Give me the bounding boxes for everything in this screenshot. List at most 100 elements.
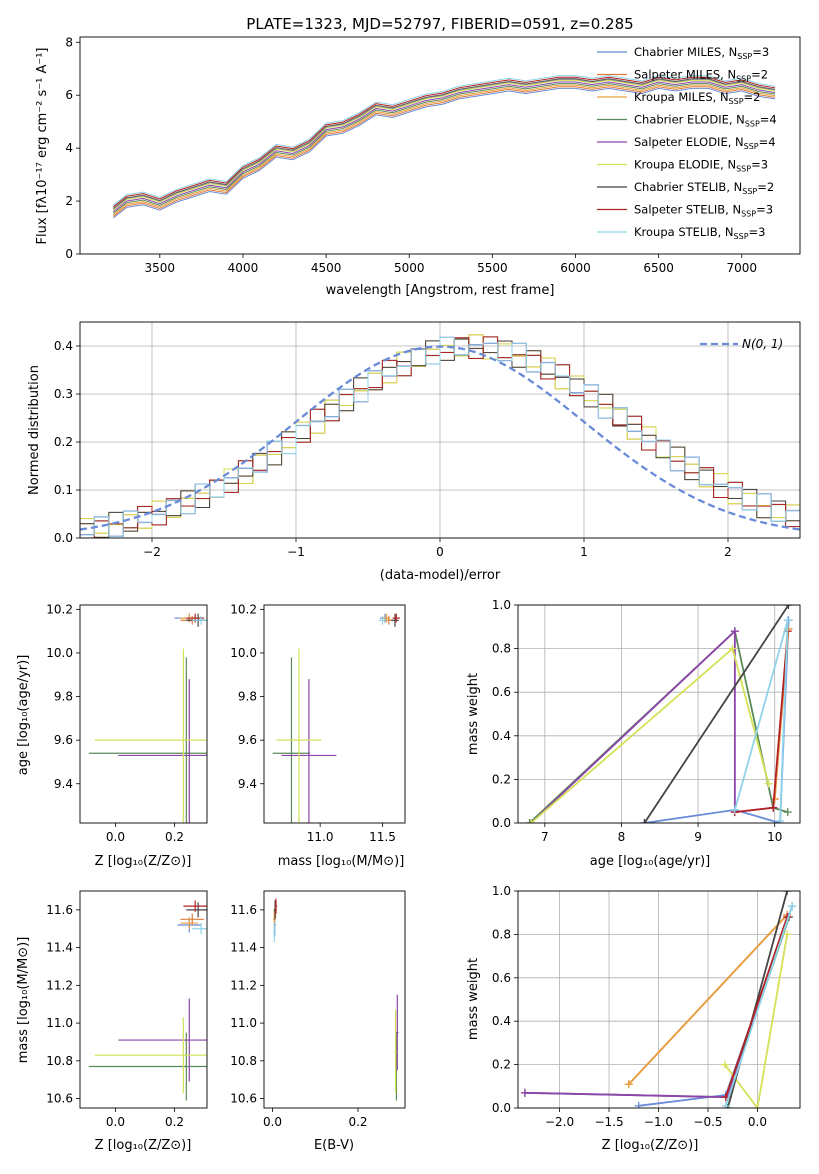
y-tick-label: 8 [65,35,73,49]
spectrum-ylabel: Flux [fλ10⁻¹⁷ erg cm⁻² s⁻¹ A⁻¹] [35,48,50,245]
residuals-xlabel: (data-model)/error [380,568,501,583]
x-tick-label: −2.0 [545,1115,574,1129]
legend-label-sub: SSP [729,97,744,106]
mass-weight-vs-Z-plot-area [520,891,797,1108]
axes-frame [517,604,801,824]
legend-label-count: =3 [749,225,766,239]
legend-label-text: Salpeter MILES, N [634,68,736,82]
model-spectrum-line [112,75,776,206]
y-tick-label: 0.2 [54,435,73,449]
legend-label-sub: SSP [736,75,751,84]
legend-label-text: Chabrier ELODIE, N [634,113,745,127]
x-tick-label: 10 [767,830,782,844]
model-spectrum-line [112,79,776,211]
legend-label-count: =2 [757,180,774,194]
y-tick-label: 10.6 [230,1092,257,1106]
y-tick-label: 11.6 [230,903,257,917]
y-tick-label: 0.0 [492,1101,511,1115]
mass-z-xlabel: Z [log₁₀(Z/Z⊙)] [95,1138,192,1153]
y-tick-label: 0.6 [492,971,511,985]
spectrum-xlabel: wavelength [Angstrom, rest frame] [326,283,555,298]
x-tick-label: 6500 [643,261,674,275]
x-tick-label: 0.0 [106,830,125,844]
mw-age-xlabel: age [log₁₀(age/yr)] [590,854,711,869]
legend-label-text: Kroupa MILES, N [634,90,729,104]
x-tick-label: 0.2 [165,1115,184,1129]
mass-weight-vs-age-plot-area [525,605,793,823]
legend-label-count: =2 [744,90,761,104]
y-tick-label: 9.4 [238,777,257,791]
x-tick-label: 11.5 [369,830,396,844]
axes-frame [79,604,208,824]
x-tick-label: 0.0 [748,1115,767,1129]
y-tick-label: 0.6 [492,685,511,699]
y-tick-label: 0.2 [492,1058,511,1072]
x-tick-label: −1.0 [644,1115,673,1129]
legend-label-count: =4 [760,113,777,127]
mass-ebv-xlabel: E(B-V) [314,1138,354,1153]
legend-label: Kroupa MILES, NSSP=2 [634,90,760,106]
legend-label-text: Salpeter ELODIE, N [634,135,744,149]
model-spectrum-line [112,87,776,219]
model-spectrum-line [112,83,776,214]
mass-weight-line [528,629,788,823]
y-tick-label: 10.0 [46,646,73,660]
y-tick-label: 0 [65,247,73,261]
spectrum-title: PLATE=1323, MJD=52797, FIBERID=0591, z=0… [246,15,633,33]
axes-frame [79,890,208,1109]
legend-label: Salpeter MILES, NSSP=2 [634,68,768,84]
legend-label-count: =3 [756,203,773,217]
age-z-ylabel: age [log₁₀(age/yr)] [16,655,31,776]
legend-label-count: =3 [752,45,769,59]
legend-label-sub: SSP [741,210,756,219]
x-tick-label: 0.0 [263,1115,282,1129]
x-tick-label: 2 [724,545,732,559]
y-tick-label: 9.6 [238,733,257,747]
legend-label: Salpeter STELIB, NSSP=3 [634,203,773,219]
axes-frame [263,604,406,824]
mass-vs-Z-plot-area [88,900,207,1101]
x-tick-label: 0 [436,545,444,559]
y-tick-label: 0.8 [492,642,511,656]
mass-weight-line [524,916,789,1099]
y-tick-label: 2 [65,194,73,208]
x-tick-label: 7 [541,830,549,844]
x-tick-label: 6000 [560,261,591,275]
spectrum-plot-area [112,75,776,219]
legend-label-text: Kroupa ELODIE, N [634,158,736,172]
y-tick-label: 11.0 [230,1016,257,1030]
legend-label-sub: SSP [742,187,757,196]
x-tick-label: 4500 [311,261,342,275]
x-tick-label: 5500 [477,261,508,275]
x-tick-label: 0.0 [106,1115,125,1129]
y-tick-label: 0.1 [54,483,73,497]
y-tick-label: 9.8 [54,690,73,704]
data-spectrum-line [112,78,776,210]
mass-weight-line [638,905,793,1107]
residuals-panel: −2 −1 0 1 2 0.0 0.1 0.2 0.3 0.4 N(0, 1) [54,321,801,559]
residuals-plot-area [80,334,800,538]
age-vs-mass-plot-area [272,613,401,823]
legend-label-sub: SSP [744,142,759,151]
legend-label-text: Chabrier STELIB, N [634,180,742,194]
y-tick-label: 9.8 [238,690,257,704]
mw-age-ylabel: mass weight [466,673,481,755]
model-spectrum-line [112,84,776,216]
legend-label-sub: SSP [737,52,752,61]
legend-label-count: =4 [759,135,776,149]
legend-label-sub: SSP [745,120,760,129]
age-vs-Z-plot-area [88,613,207,823]
x-tick-label: 1 [580,545,588,559]
legend-label-text: Kroupa STELIB, N [634,225,734,239]
y-tick-label: 0.0 [492,816,511,830]
model-spectrum-line [112,81,776,213]
axes-frame [263,890,406,1109]
model-spectrum-line [112,78,776,209]
gaussian-curve [80,345,800,531]
legend-label-count: =2 [751,68,768,82]
legend-label: Kroupa STELIB, NSSP=3 [634,225,765,241]
legend-label: Chabrier STELIB, NSSP=2 [634,180,774,196]
legend-label: N(0, 1) [742,337,783,351]
mass-weight-line [724,905,793,1107]
